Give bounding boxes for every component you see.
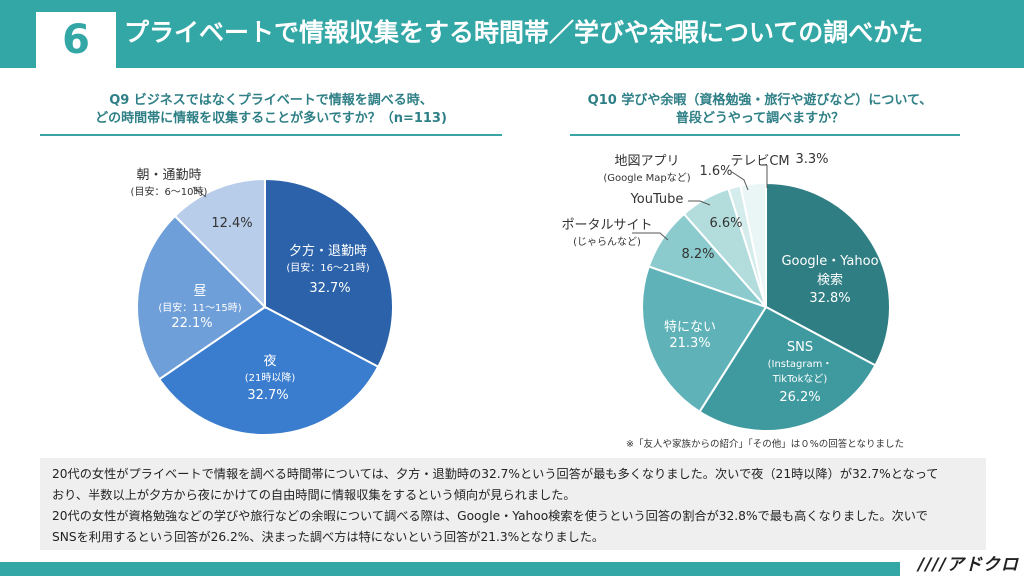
summary-line-1: 20代の女性がプライベートで情報を調べる時間帯については、夕方・退勤時の32.7… [52, 467, 939, 481]
q9-pie-chart [136, 177, 394, 436]
q9-question: Q9 ビジネスではなくプライベートで情報を調べる時、 どの時間帯に情報を収集する… [40, 92, 502, 128]
pie2-slice-0 [765, 181, 891, 367]
label-map: 地図アプリ (Google Mapなど) [603, 154, 691, 184]
summary-line-4: SNSを利用するという回答が26.2%、決まった調べ方は特にないという回答が21… [52, 530, 605, 544]
label-youtube: YouTube [630, 192, 684, 207]
q9-question-line2: どの時間帯に情報を収集することが多いですか？（n=113) [95, 111, 447, 126]
label-portal: ポータルサイト (じゃらんなど) [561, 218, 653, 248]
summary-box: 20代の女性がプライベートで情報を調べる時間帯については、夕方・退勤時の32.7… [40, 458, 986, 550]
q9-question-line1: Q9 ビジネスではなくプライベートで情報を調べる時、 [109, 93, 433, 108]
value-map: 1.6% [699, 164, 733, 179]
label-tvcm: テレビCM [730, 154, 790, 169]
pie1-slice-3 [173, 177, 266, 310]
value-noon: 22.1% [171, 316, 213, 331]
summary-line-2: おり、半数以上が夕方から夜にかけての自由時間に情報収集をするという傾向が見られま… [52, 488, 576, 502]
q10-divider [570, 134, 960, 136]
value-portal: 8.2% [681, 247, 715, 262]
leader-line-map [731, 171, 749, 191]
pie2-slice-2 [641, 265, 768, 414]
value-youtube: 6.6% [709, 216, 743, 231]
label-night: 夜 (21時以降) [244, 354, 296, 384]
leader-line-portal [632, 232, 669, 241]
value-none: 21.3% [669, 336, 711, 351]
pie1-slice-0 [264, 177, 394, 369]
pie1-slice-1 [157, 305, 380, 436]
value-tvcm: 3.3% [795, 152, 829, 167]
label-sns: SNS (Instagram・ TikTokなど) [767, 340, 833, 385]
q10-question-line2: 普段どうやって調べますか？ [675, 111, 845, 126]
pie2-slice-1 [698, 305, 877, 432]
header-bar: 6 プライベートで情報収集をする時間帯／学びや余暇についての調べかた [0, 0, 1024, 68]
label-none: 特にない [663, 320, 716, 335]
label-evening: 夕方・退勤時 (目安：16～21時) [286, 244, 370, 274]
value-sns: 26.2% [779, 390, 821, 405]
label-noon: 昼 (目安：11～15時) [158, 284, 242, 314]
brand-logo: ////アドクロ [918, 555, 1019, 575]
q10-pie-chart [641, 181, 891, 432]
value-google: 32.8% [809, 291, 851, 306]
page-title: プライベートで情報収集をする時間帯／学びや余暇についての調べかた [124, 18, 924, 47]
value-morning: 12.4% [211, 216, 253, 231]
value-evening: 32.7% [309, 281, 351, 296]
footer-bar [0, 562, 900, 576]
pie2-slice-6 [739, 181, 767, 308]
leader-line-youtube [688, 200, 711, 206]
label-google: Google・Yahoo 検索 [781, 254, 879, 288]
q10-question-line1: Q10 学びや余暇（資格勉強・旅行や遊びなど）について、 [587, 93, 933, 108]
summary-line-3: 20代の女性が資格勉強などの学びや旅行などの余暇について調べる際は、Google… [52, 509, 928, 523]
q10-footnote: ※「友人や家族からの紹介」「その他」は０%の回答となりました [626, 439, 904, 450]
leader-line-morning [192, 186, 207, 198]
value-night: 32.7% [247, 388, 289, 403]
pie1-slice-2 [136, 214, 267, 381]
section-number: 6 [36, 12, 116, 68]
q9-divider [40, 134, 502, 136]
q10-question: Q10 学びや余暇（資格勉強・旅行や遊びなど）について、 普段どうやって調べます… [530, 92, 990, 128]
label-morning: 朝・通勤時 (目安：6～10時) [130, 168, 208, 198]
